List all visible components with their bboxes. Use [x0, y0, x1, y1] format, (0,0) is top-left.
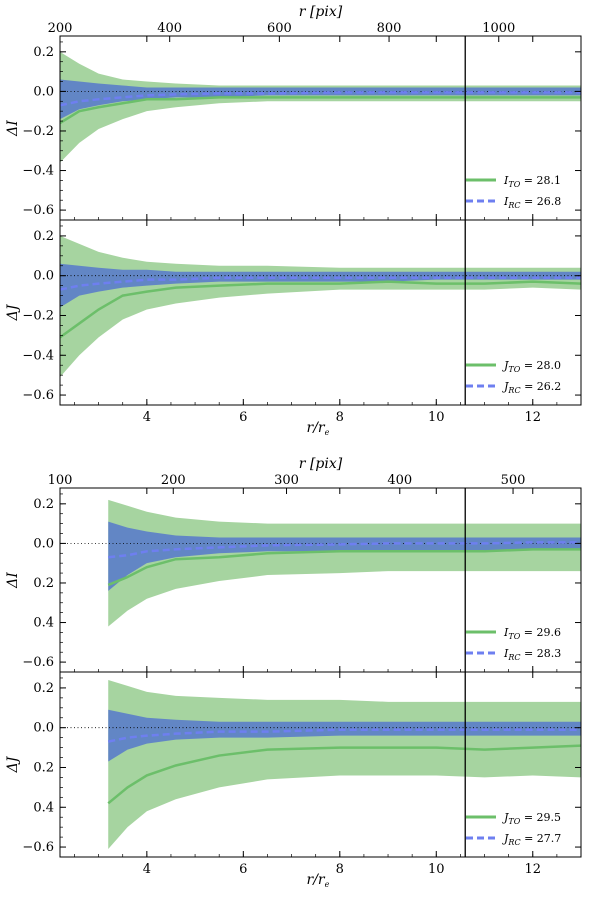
- x-tick-label: 4: [143, 862, 151, 877]
- plot-area: [60, 36, 581, 220]
- legend-green-label: JTO = 29.5: [502, 811, 561, 826]
- y-tick-label: −0.6: [22, 203, 54, 218]
- plot-area: [60, 488, 581, 672]
- top-tick-label: 400: [387, 473, 412, 488]
- y-axis-label: ΔJ: [5, 303, 21, 321]
- y-tick-label: −0.2: [22, 308, 54, 323]
- y-tick-label: −0.6: [22, 840, 54, 855]
- blue-band: [60, 263, 581, 308]
- y-tick-label: 0.0: [33, 269, 54, 284]
- plot-area: [60, 220, 581, 405]
- x-tick-label: 12: [524, 410, 541, 425]
- y-axis-label: ΔJ: [5, 755, 21, 773]
- blue-band: [60, 79, 581, 120]
- green-band: [60, 51, 581, 163]
- y-tick-label: 0.2: [33, 45, 54, 60]
- y-tick-label: 0.2: [33, 497, 54, 512]
- legend-blue-label: IRC = 26.8: [503, 195, 561, 210]
- blue-band: [108, 709, 581, 762]
- legend-blue-label: IRC = 28.3: [503, 647, 561, 662]
- top-tick-label: 800: [377, 21, 402, 36]
- subplot-1: 0.2 0.0 −0.2 −0.4 −0.6 ΔI ITO = 28.1 IRC = 26.8: [5, 35, 582, 221]
- axes-frame: [59, 35, 582, 221]
- x-axis-label: r/re: [307, 872, 330, 889]
- y-tick-label: 0.2: [33, 576, 54, 591]
- y-tick-label: 0.0: [33, 721, 54, 736]
- x-axis-label: r/re: [307, 420, 330, 437]
- subplot-1: 0.2 0.0 0.2 0.4 −0.6 ΔI ITO = 29.6 IRC = 28.3: [5, 487, 582, 673]
- y-tick-label: 0.2: [33, 229, 54, 244]
- blue-mean-line: [108, 541, 581, 559]
- chart-group-1: 200 400 600 800 1000 r [pix] 0.2 0.0 −0.2 −0.4 −0.…: [5, 4, 582, 437]
- legend-green-label: JTO = 28.0: [502, 359, 561, 374]
- top-tick-label: 100: [48, 473, 73, 488]
- top-tick-label: 200: [48, 21, 73, 36]
- green-mean-line: [107, 744, 581, 805]
- legend-blue-label: JRC = 26.2: [502, 380, 561, 395]
- axes-frame: [59, 219, 582, 406]
- x-tick-label: 6: [239, 862, 247, 877]
- x-tick-label: 12: [524, 862, 541, 877]
- top-tick-label: 200: [161, 473, 186, 488]
- legend-green-label: ITO = 29.6: [503, 626, 561, 641]
- y-tick-label: 0.2: [33, 760, 54, 775]
- top-tick-label: 600: [267, 21, 292, 36]
- top-tick-label: 500: [501, 473, 526, 488]
- y-axis-label: ΔI: [5, 572, 21, 589]
- x-tick-label: 8: [336, 862, 344, 877]
- top-axis-label: r [pix]: [299, 456, 343, 472]
- legend-green-label: ITO = 28.1: [503, 174, 561, 189]
- axes-frame: [59, 671, 582, 858]
- top-tick-label: 300: [274, 473, 299, 488]
- y-tick-label: 0.4: [33, 616, 54, 631]
- green-band: [108, 499, 581, 627]
- top-tick-label: 400: [157, 21, 182, 36]
- x-tick-label: 10: [428, 862, 445, 877]
- plot-area: [60, 672, 581, 857]
- green-mean-line: [107, 548, 581, 587]
- green-mean-line: [60, 96, 581, 125]
- green-band: [60, 235, 581, 378]
- subplot-2: 0.2 0.0 0.2 0.4 −0.6 ΔJ JTO = 29.5 JRC = 27.7: [5, 671, 582, 858]
- y-tick-label: −0.2: [22, 124, 54, 139]
- legend-blue-label: JRC = 27.7: [502, 832, 561, 847]
- y-tick-label: −0.4: [22, 164, 54, 179]
- blue-band: [108, 521, 581, 591]
- blue-mean-line: [107, 728, 581, 743]
- top-axis-label: r [pix]: [299, 4, 343, 20]
- top-tick-label: 1000: [482, 21, 515, 36]
- y-tick-label: −0.6: [22, 655, 54, 670]
- x-tick-label: 8: [336, 410, 344, 425]
- y-axis-label: ΔI: [5, 120, 21, 137]
- y-tick-label: −0.6: [22, 388, 54, 403]
- y-tick-label: 0.0: [33, 84, 54, 99]
- x-tick-label: 10: [428, 410, 445, 425]
- y-tick-label: 0.4: [33, 800, 54, 815]
- y-tick-label: 0.2: [33, 681, 54, 696]
- subplot-2: 0.2 0.0 −0.2 −0.4 −0.6 ΔJ JTO = 28.0 JRC = 26.2: [5, 219, 582, 406]
- x-tick-label: 6: [239, 410, 247, 425]
- y-tick-label: 0.0: [33, 536, 54, 551]
- chart-group-2: 100 200 300 400 500 r [pix] 0.2 0.0 0.2 0.4 −0.6 ΔI…: [5, 456, 582, 889]
- x-tick-label: 4: [143, 410, 151, 425]
- green-mean-line: [60, 280, 581, 339]
- y-tick-label: −0.4: [22, 348, 54, 363]
